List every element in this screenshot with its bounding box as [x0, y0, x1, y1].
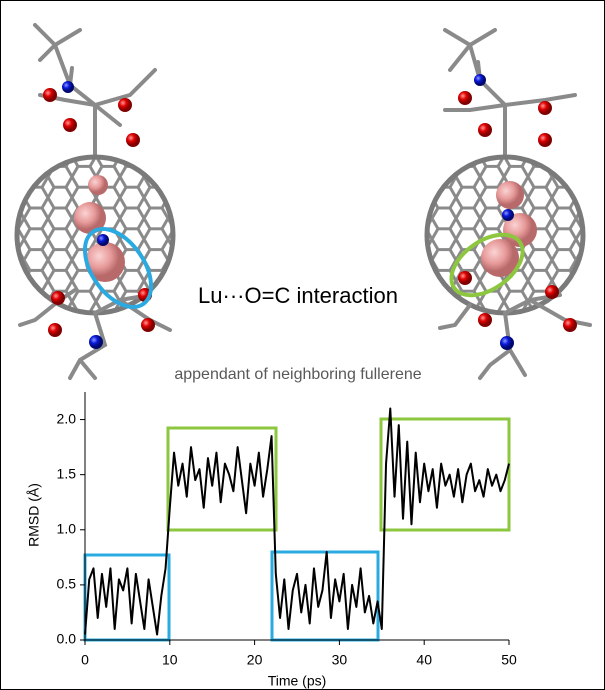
y-tick-label: 0.0 [57, 631, 77, 647]
y-tick-label: 1.5 [57, 465, 77, 481]
y-tick-label: 2.0 [57, 410, 77, 426]
y-tick-label: 1.0 [57, 520, 77, 536]
interaction-label: Lu···O=C interaction [198, 283, 398, 308]
x-tick-label: 20 [247, 652, 263, 668]
x-tick-label: 40 [416, 652, 432, 668]
x-tick-label: 0 [81, 652, 89, 668]
x-axis-title: Time (ps) [268, 673, 327, 689]
x-tick-label: 30 [332, 652, 348, 668]
x-tick-label: 10 [162, 652, 178, 668]
figure: Lu···O=C interaction appendant of neighb… [0, 0, 605, 690]
x-tick-label: 50 [501, 652, 517, 668]
y-tick-label: 0.5 [57, 576, 77, 592]
appendant-label: appendant of neighboring fullerene [174, 366, 421, 383]
y-axis-title: RMSD (Å) [26, 483, 42, 547]
